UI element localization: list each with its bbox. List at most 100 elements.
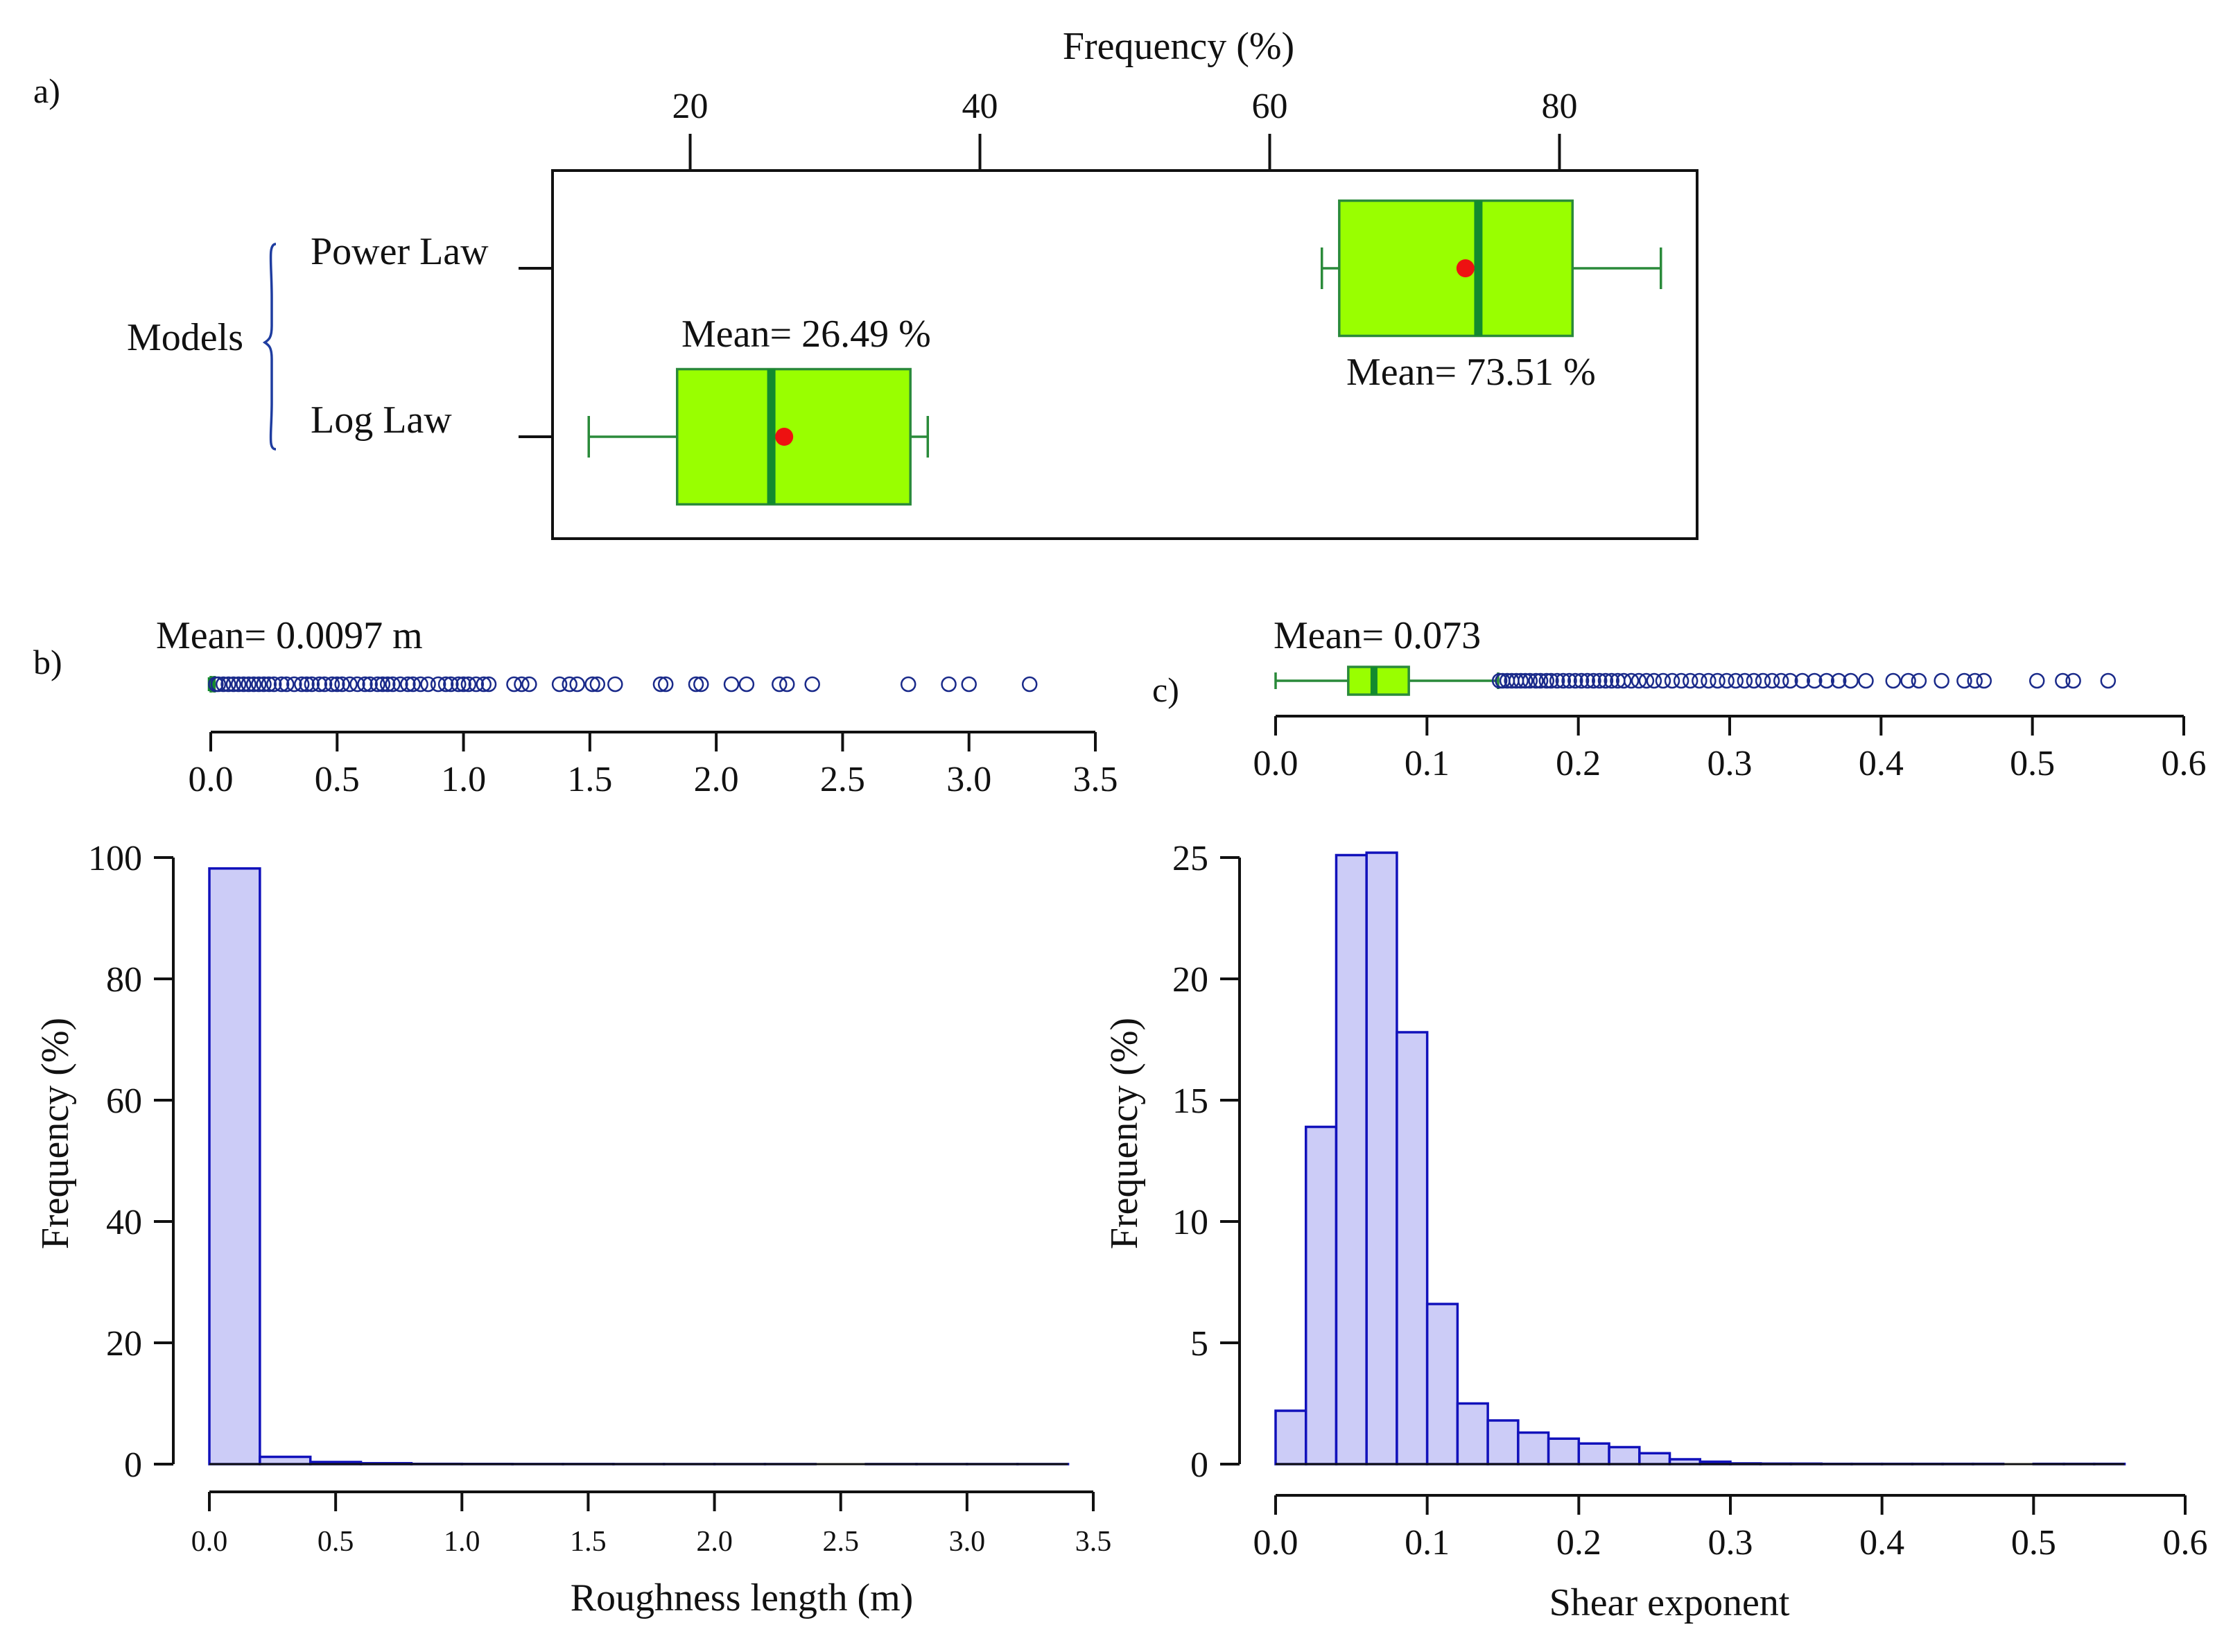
outlier-point (455, 676, 471, 693)
outlier-point (1549, 672, 1565, 689)
outlier-point (1794, 672, 1811, 689)
boxplot-x-tick-label: 3.0 (946, 760, 991, 799)
outlier-point (256, 676, 272, 693)
outlier-point (2028, 672, 2045, 689)
outlier-point (652, 676, 669, 693)
outlier-point (1513, 672, 1529, 689)
panel-a-boxes (587, 199, 1662, 506)
panel-b-mean-label: Mean= 0.0097 m (156, 614, 423, 657)
outlier-point (2100, 672, 2117, 689)
outlier-point (1538, 672, 1555, 689)
histogram-y-tick-label: 0 (1190, 1445, 1208, 1485)
boxplot-x-tick-label: 0.0 (189, 760, 234, 799)
outlier-point (430, 676, 446, 693)
boxplot-x-tick-label: 0.6 (2162, 744, 2207, 783)
histogram-x-tick-label: 0.6 (2163, 1523, 2208, 1563)
outlier-point (1737, 672, 1753, 689)
panel-b-ylabel: Frequency (%) (34, 1018, 77, 1249)
panel-a-x-tick-label: 60 (1251, 87, 1287, 126)
iqr-box (1347, 666, 1410, 696)
outlier-point (220, 676, 236, 693)
outlier-point (480, 676, 497, 693)
outlier-point (584, 676, 600, 693)
outlier-point (2055, 672, 2071, 689)
boxplot-x-tick-label: 0.1 (1405, 744, 1450, 783)
outlier-point (273, 676, 290, 693)
outlier-point (569, 676, 585, 693)
outlier-point (2065, 672, 2081, 689)
histogram-x-tick-label: 0.0 (1253, 1523, 1298, 1563)
outlier-point (334, 676, 350, 693)
panel-b-boxplot (207, 676, 1038, 693)
histogram-x-tick-label: 3.5 (1075, 1526, 1112, 1558)
histogram-x-tick-label: 2.5 (822, 1526, 859, 1558)
histogram-y-tick-label: 80 (106, 960, 142, 1000)
boxplot-x-tick-label: 0.4 (1859, 744, 1904, 783)
outlier-point (779, 676, 795, 693)
panel-a-group-label: Models (127, 316, 243, 359)
boxplot-x-tick-label: 1.5 (567, 760, 612, 799)
outlier-point (236, 676, 252, 693)
outlier-point (349, 676, 365, 693)
histogram-y-tick-label: 25 (1172, 839, 1208, 878)
histogram-bar (1638, 1452, 1671, 1466)
outlier-point (900, 676, 916, 693)
outlier-point (506, 676, 522, 693)
models-bracket (262, 243, 277, 451)
panel-b-histogram (208, 867, 1070, 1466)
outlier-point (451, 676, 467, 693)
outlier-point (1719, 672, 1735, 689)
panel-c-histogram (1274, 851, 2126, 1466)
histogram-bar (1577, 1442, 1610, 1466)
outlier-point (379, 676, 396, 693)
histogram-y-tick-label: 20 (1172, 960, 1208, 1000)
outlier-point (420, 676, 436, 693)
histogram-y-tick-label: 40 (106, 1203, 142, 1242)
histogram-x-tick-label: 0.2 (1556, 1523, 1601, 1563)
outlier-point (1818, 672, 1834, 689)
boxplot-x-tick-label: 0.5 (2010, 744, 2055, 783)
outlier-point (1561, 672, 1577, 689)
outlier-point (362, 676, 378, 693)
panel-c-boxplot-axis: 0.0 0.1 0.2 0.3 0.4 0.5 0.6 (1253, 715, 2207, 783)
outlier-point (1976, 672, 1992, 689)
outlier-point (723, 676, 740, 693)
outlier-point (514, 676, 530, 693)
outlier-point (241, 676, 257, 693)
outlier-point (1673, 672, 1689, 689)
outlier-point (688, 676, 704, 693)
outlier-point (607, 676, 623, 693)
histogram-bar (1365, 851, 1398, 1466)
histogram-x-tick-label: 1.5 (570, 1526, 607, 1558)
outlier-point (225, 676, 242, 693)
outlier-point (772, 676, 788, 693)
mean-point (1456, 259, 1475, 277)
outlier-point (279, 676, 295, 693)
panel-a-label: a) (33, 71, 60, 110)
outlier-point (230, 676, 247, 693)
outlier-point (266, 676, 282, 693)
histogram-y-tick-label: 5 (1190, 1324, 1208, 1364)
outlier-point (1591, 672, 1608, 689)
outlier-point (657, 676, 674, 693)
outlier-point (392, 676, 408, 693)
iqr-box (675, 367, 912, 506)
histogram-bar (208, 867, 261, 1466)
outlier-point (412, 676, 428, 693)
outlier-point (1710, 672, 1726, 689)
outlier-point (1518, 672, 1533, 689)
outlier-point (437, 676, 454, 693)
outlier-point (693, 676, 709, 693)
outlier-point (385, 676, 401, 693)
panel-a-x-axis: 20 40 60 80 (672, 87, 1577, 171)
box-log-law (587, 367, 930, 506)
outlier-point (1755, 672, 1771, 689)
panel-c-histogram-axes: 0 5 10 15 20 25 0.0 0.1 0.2 0.3 0.4 0.5 0.6 (1172, 839, 2208, 1563)
outlier-point (1655, 672, 1671, 689)
outlier-point (551, 676, 568, 693)
outlier-point (245, 676, 262, 693)
histogram-x-tick-label: 2.0 (696, 1526, 733, 1558)
boxplot-x-tick-label: 0.0 (1253, 744, 1298, 783)
outlier-point (210, 676, 227, 693)
